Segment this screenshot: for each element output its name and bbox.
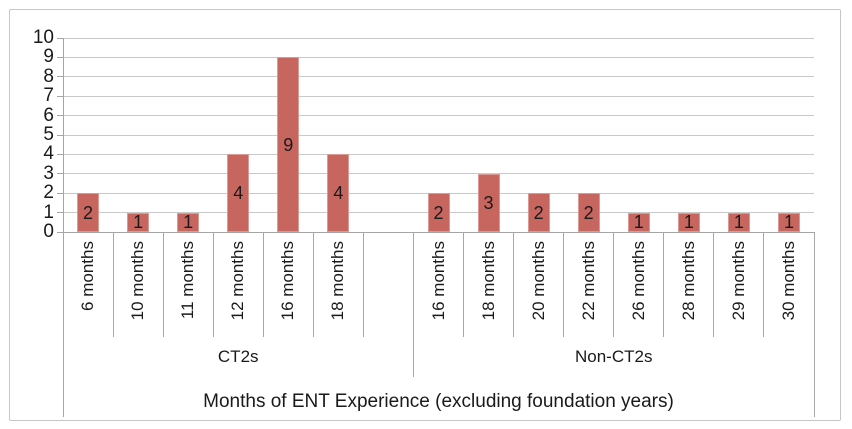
group-label-ct2s: CT2s — [217, 347, 259, 366]
y-axis — [62, 38, 64, 232]
y-axis-tick — [57, 212, 63, 214]
bar-value-label: 2 — [433, 202, 444, 223]
bar — [627, 212, 650, 232]
y-axis-tick — [57, 231, 63, 233]
category-label: 18 months — [328, 241, 348, 321]
bar-value-label: 1 — [183, 212, 194, 233]
category-label: 16 months — [428, 241, 448, 321]
y-axis-tick — [57, 153, 63, 155]
category-separator — [312, 232, 314, 337]
y-axis-tick — [57, 173, 63, 175]
category-label: 18 months — [478, 241, 498, 321]
category-label: 12 months — [228, 241, 248, 321]
bar-value-label: 1 — [133, 212, 144, 233]
y-axis-label: 0 — [43, 221, 54, 242]
bar-value-label: 9 — [283, 134, 294, 155]
y-axis-label: 4 — [43, 143, 54, 165]
y-axis-tick — [57, 37, 63, 39]
x-axis-title: Months of ENT Experience (excluding foun… — [203, 391, 674, 412]
bar — [127, 212, 150, 232]
bar-value-label: 3 — [483, 192, 494, 213]
y-axis-label: 7 — [43, 85, 54, 107]
gridline — [63, 37, 814, 39]
group-divider — [412, 232, 414, 377]
bar — [477, 173, 500, 232]
category-separator — [713, 232, 715, 337]
bar — [277, 57, 300, 232]
category-separator — [613, 232, 615, 337]
category-separator — [262, 232, 264, 337]
category-label: 10 months — [128, 241, 148, 321]
bar-value-label: 2 — [533, 202, 544, 223]
category-label: 30 months — [778, 241, 798, 321]
category-separator — [513, 232, 515, 337]
bar-value-label: 4 — [333, 183, 344, 204]
y-axis-tick — [57, 56, 63, 58]
bar-value-label: 1 — [683, 212, 694, 233]
gridline — [63, 153, 814, 155]
y-axis-label: 3 — [43, 162, 54, 184]
y-axis-tick — [57, 115, 63, 117]
bar-value-label: 2 — [83, 202, 94, 223]
y-axis-tick — [57, 76, 63, 78]
category-separator — [362, 232, 364, 337]
category-separator — [463, 232, 465, 337]
y-axis-label: 10 — [32, 27, 54, 48]
bar — [727, 212, 750, 232]
category-label: 20 months — [528, 241, 548, 321]
y-axis-label: 9 — [43, 46, 54, 68]
y-axis-label: 1 — [43, 201, 54, 223]
y-axis-label: 6 — [43, 104, 54, 126]
bar — [327, 154, 350, 232]
category-label: 22 months — [578, 241, 598, 321]
bar-value-label: 4 — [233, 183, 244, 204]
y-axis-label: 5 — [43, 124, 54, 145]
x-axis — [62, 231, 815, 233]
bar — [77, 193, 100, 232]
y-axis-tick — [57, 134, 63, 136]
bar — [227, 154, 250, 232]
gridline — [63, 134, 814, 136]
y-axis-tick — [57, 192, 63, 194]
gridline — [63, 115, 814, 117]
axis-boundary-line — [62, 232, 64, 417]
bar-value-label: 1 — [733, 212, 744, 233]
category-label: 28 months — [678, 241, 698, 321]
category-label: 6 months — [78, 241, 98, 311]
group-label-non-ct2s: Non-CT2s — [574, 347, 653, 366]
category-label: 29 months — [728, 241, 748, 321]
category-separator — [212, 232, 214, 337]
gridline — [63, 173, 814, 175]
category-separator — [162, 232, 164, 337]
y-axis-tick — [57, 95, 63, 97]
category-label: 26 months — [628, 241, 648, 321]
bar — [177, 212, 200, 232]
bar — [577, 193, 600, 232]
category-separator — [663, 232, 665, 337]
bar-value-label: 1 — [633, 212, 644, 233]
axis-boundary-line — [813, 232, 815, 417]
bar — [677, 212, 700, 232]
bar — [427, 193, 450, 232]
category-label: 16 months — [278, 241, 298, 321]
bar-value-label: 2 — [583, 202, 594, 223]
category-separator — [763, 232, 765, 337]
gridline — [63, 95, 814, 97]
y-axis-label: 2 — [43, 182, 54, 204]
bar — [527, 193, 550, 232]
bar — [777, 212, 800, 232]
bar-value-label: 1 — [783, 212, 794, 233]
y-axis-label: 8 — [43, 65, 54, 87]
gridline — [63, 56, 814, 58]
category-separator — [563, 232, 565, 337]
category-separator — [112, 232, 114, 337]
category-label: 11 months — [178, 241, 198, 320]
gridline — [63, 76, 814, 78]
